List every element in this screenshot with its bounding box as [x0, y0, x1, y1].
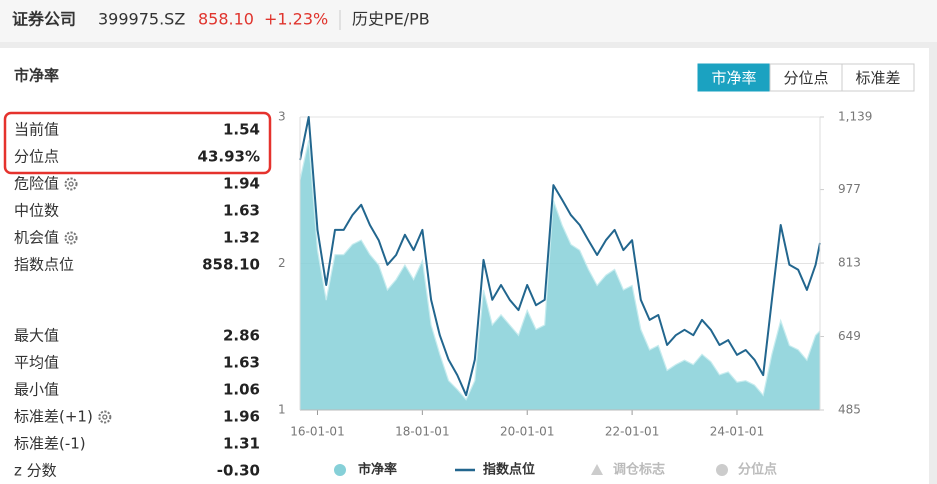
settings-icon[interactable]	[64, 177, 78, 191]
y-tick-label: 2	[278, 256, 286, 270]
highlight-box	[3, 111, 272, 175]
stat-value: 1.63	[223, 202, 260, 220]
stat-value: 1.32	[223, 229, 260, 247]
settings-icon-core	[102, 414, 108, 420]
area-edge	[299, 140, 821, 401]
stat-label: 当前值	[14, 121, 59, 139]
tab-button[interactable]	[841, 63, 915, 92]
x-tick-label: 16-01-01	[290, 425, 344, 439]
stat-label: 中位数	[14, 202, 59, 220]
y2-tick-label: 1,139	[838, 110, 872, 124]
header-price: 858.10	[198, 10, 254, 29]
tab-label[interactable]: 分位点	[783, 69, 828, 87]
stat-value: 1.63	[223, 354, 260, 372]
legend-label[interactable]: 指数点位	[483, 462, 535, 478]
stat-label: 危险值	[14, 175, 59, 193]
tab-label[interactable]: 标准差	[855, 69, 900, 87]
stat-label: 指数点位	[14, 256, 74, 274]
y2-tick-label: 977	[838, 182, 861, 196]
stat-value: 1.54	[223, 121, 260, 139]
y-tick-label: 3	[278, 110, 286, 124]
area	[300, 140, 820, 410]
stat-value: 2.86	[223, 327, 260, 345]
y2-tick-label: 485	[838, 403, 861, 417]
stat-value: 1.31	[223, 435, 260, 453]
settings-icon-core	[68, 235, 74, 241]
x-tick-label: 24-01-01	[710, 425, 764, 439]
header-section[interactable]: 历史PE/PB	[352, 10, 430, 29]
tab-label[interactable]: 市净率	[711, 69, 756, 87]
stat-value: -0.30	[217, 462, 260, 480]
stat-label: 标准差(-1)	[14, 435, 86, 453]
stat-value: 43.93%	[198, 148, 260, 166]
header-bar	[0, 0, 937, 42]
header-code: 399975.SZ	[98, 10, 185, 29]
y-tick-label: 1	[278, 403, 286, 417]
stat-value: 858.10	[202, 256, 260, 274]
stat-label: z 分数	[14, 462, 57, 480]
stat-label: 平均值	[14, 354, 59, 372]
stat-value: 1.06	[223, 381, 260, 399]
line	[299, 116, 821, 397]
stat-label: 机会值	[14, 229, 59, 247]
settings-icon[interactable]	[64, 231, 78, 245]
x-tick-label: 22-01-01	[605, 425, 659, 439]
y2-tick-label: 813	[838, 256, 861, 270]
header-title: 证券公司	[12, 10, 76, 29]
tab-button[interactable]	[697, 63, 771, 92]
settings-icon-core	[68, 181, 74, 187]
y2-tick-label: 649	[838, 329, 861, 343]
stat-label: 分位点	[14, 148, 59, 166]
legend-swatch	[591, 464, 603, 475]
settings-icon[interactable]	[98, 410, 112, 424]
stat-value: 1.96	[223, 408, 260, 426]
stat-label: 最大值	[14, 327, 59, 345]
legend-swatch	[334, 464, 346, 476]
legend-label[interactable]: 市净率	[358, 462, 397, 478]
stat-label: 最小值	[14, 381, 59, 399]
legend-label[interactable]: 调仓标志	[613, 462, 665, 478]
stat-label: 标准差(+1)	[14, 408, 93, 426]
legend-label[interactable]: 分位点	[738, 462, 777, 478]
x-tick-label: 20-01-01	[500, 425, 554, 439]
tab-button[interactable]	[769, 63, 843, 92]
legend-swatch	[716, 464, 728, 476]
panel-title: 市净率	[14, 67, 59, 85]
stat-value: 1.94	[223, 175, 260, 193]
x-tick-label: 18-01-01	[395, 425, 449, 439]
header-change: +1.23%	[264, 10, 328, 29]
card	[0, 48, 929, 484]
